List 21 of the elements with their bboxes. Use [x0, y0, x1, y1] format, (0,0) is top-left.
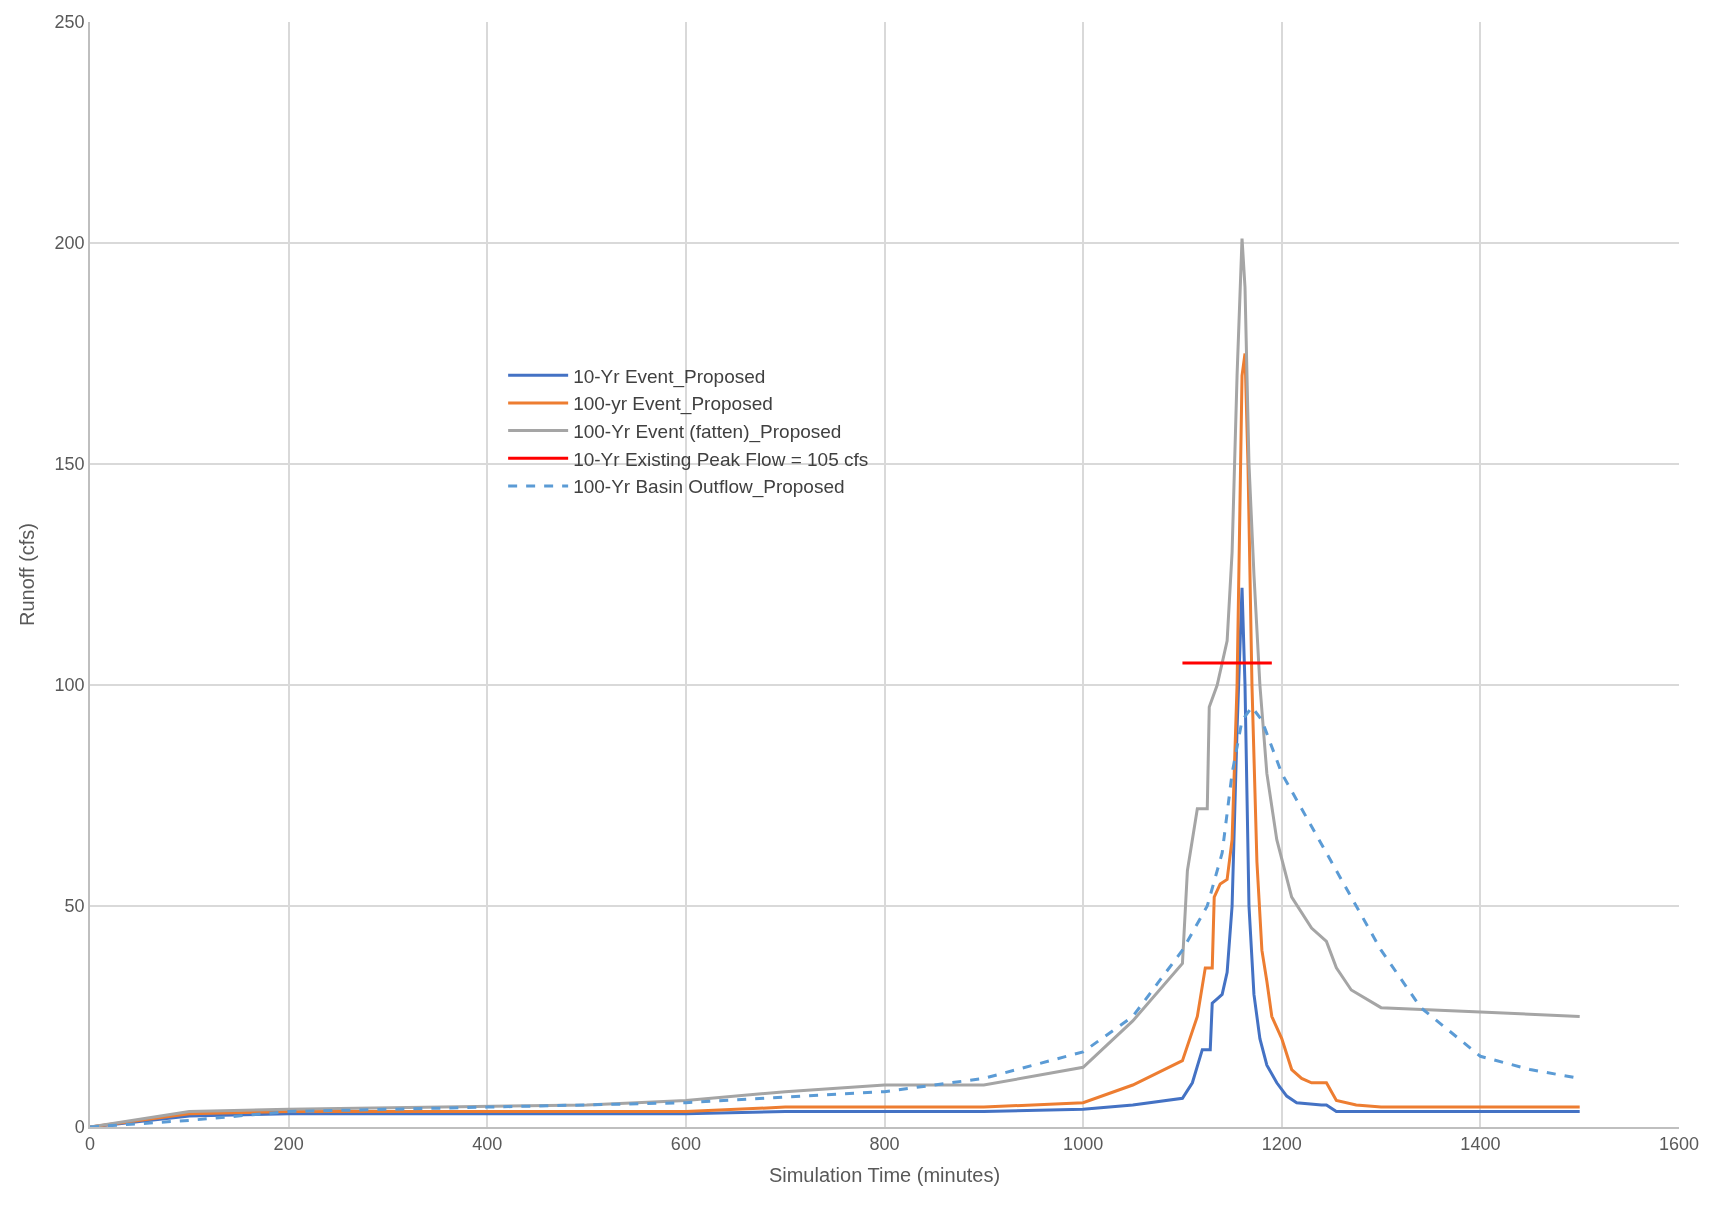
x-tick-label: 600 — [670, 1134, 701, 1155]
legend-label: 100-Yr Event (fatten)_Proposed — [573, 421, 842, 444]
legend-label: 10-Yr Existing Peak Flow = 105 cfs — [573, 448, 869, 470]
x-axis-title: Simulation Time (minutes) — [768, 1164, 1001, 1187]
legend-label: 100-Yr Basin Outflow_Proposed — [573, 476, 845, 499]
x-tick-label: 1200 — [1261, 1134, 1302, 1155]
y-tick-label: 150 — [54, 454, 85, 475]
legend-label: 100-yr Event_Proposed — [573, 393, 773, 416]
x-tick-label: 1000 — [1063, 1134, 1104, 1155]
y-tick-label: 50 — [64, 896, 85, 917]
y-axis-title: Runoff (cfs) — [15, 523, 38, 626]
x-tick-label: 1600 — [1658, 1134, 1700, 1155]
x-tick-label: 800 — [869, 1134, 900, 1155]
y-tick-label: 0 — [74, 1117, 85, 1138]
x-tick-label: 400 — [472, 1134, 503, 1155]
y-tick-label: 200 — [54, 233, 85, 254]
y-tick-label: 100 — [54, 675, 85, 696]
x-tick-label: 200 — [273, 1134, 304, 1155]
legend-label: 10-Yr Event_Proposed — [573, 365, 766, 388]
y-tick-label: 250 — [54, 12, 85, 33]
x-tick-label: 1400 — [1460, 1134, 1501, 1155]
